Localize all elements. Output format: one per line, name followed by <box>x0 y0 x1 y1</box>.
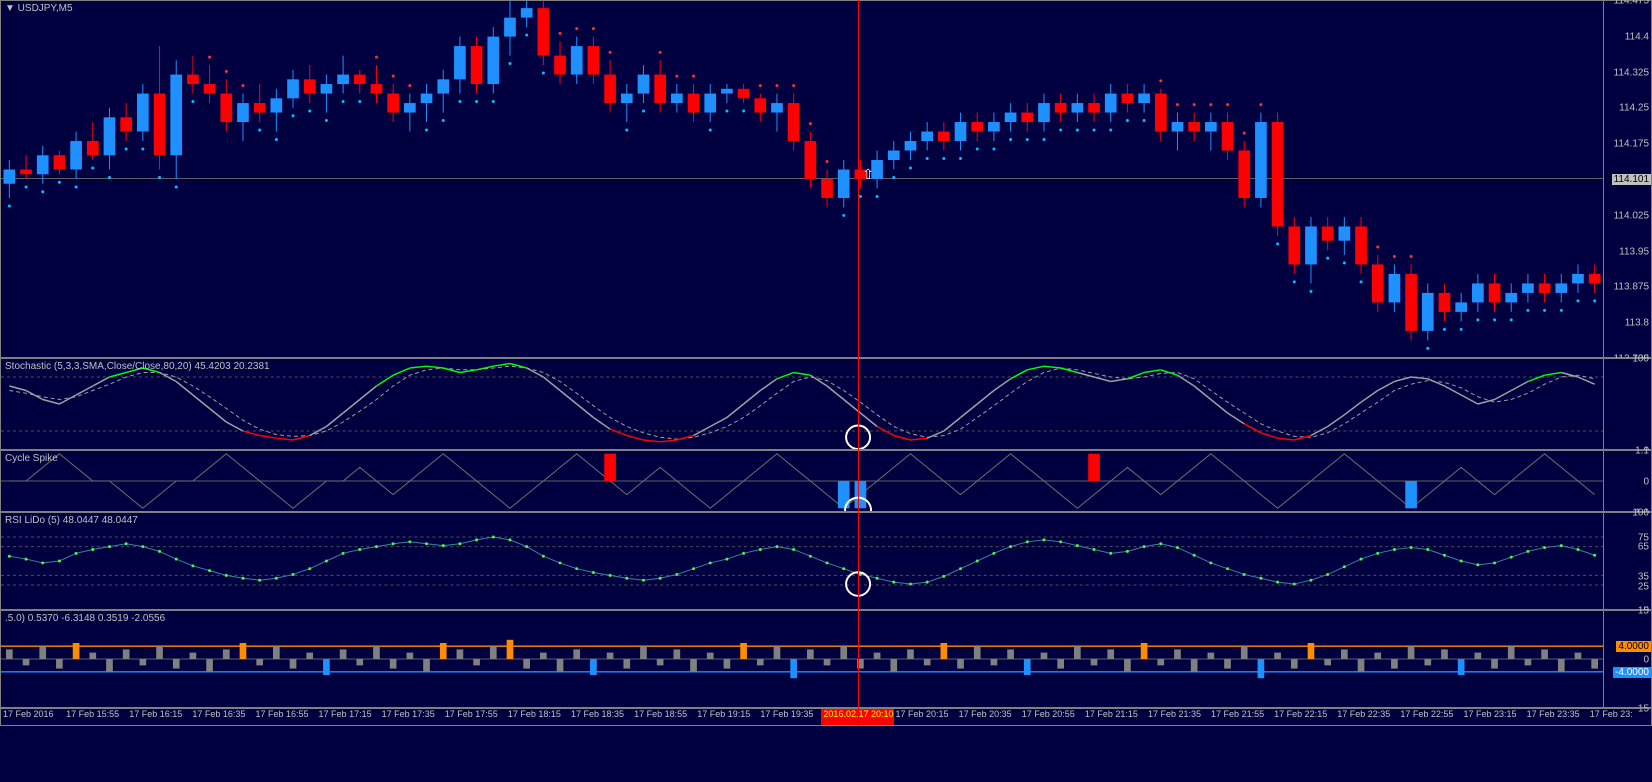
cycle-spike-panel[interactable]: Cycle Spike 1.10-1.1 <box>0 450 1652 512</box>
momentum-panel[interactable]: .5.0) 0.5370 -6.3148 0.3519 -2.0556 150-… <box>0 610 1652 708</box>
momentum-label: .5.0) 0.5370 -6.3148 0.3519 -2.0556 <box>5 613 165 624</box>
rsi-panel[interactable]: RSI LiDo (5) 48.0447 48.0447 10075653525… <box>0 512 1652 610</box>
crosshair-line <box>858 0 859 726</box>
rsi-label: RSI LiDo (5) 48.0447 48.0447 <box>5 515 138 526</box>
stochastic-panel[interactable]: Stochastic (5,3,3,SMA,Close/Close,80,20)… <box>0 358 1652 450</box>
main-price-chart[interactable]: ▼ USDJPY,M5 ⇧ 114.475114.4114.325114.251… <box>0 0 1652 358</box>
symbol-label: ▼ USDJPY,M5 <box>5 3 73 14</box>
svg-text:⇧: ⇧ <box>862 166 874 182</box>
stochastic-label: Stochastic (5,3,3,SMA,Close/Close,80,20)… <box>5 361 270 372</box>
time-axis: 17 Feb 201617 Feb 15:5517 Feb 16:1517 Fe… <box>0 708 1652 726</box>
cycle-label: Cycle Spike <box>5 453 58 464</box>
